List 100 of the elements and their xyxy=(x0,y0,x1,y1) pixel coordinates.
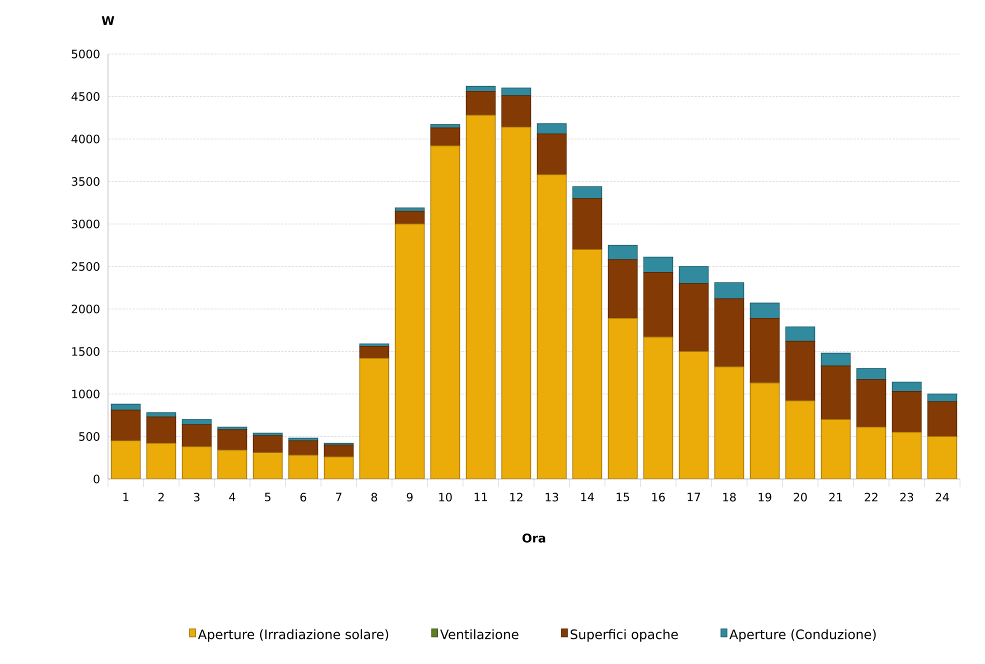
bar xyxy=(820,366,851,420)
x-tick-label: 17 xyxy=(688,492,700,502)
bar xyxy=(536,123,567,134)
bar xyxy=(217,429,248,450)
y-tick-label: 2500 xyxy=(72,262,100,271)
bar xyxy=(785,326,816,342)
x-tick-label: 6 xyxy=(300,492,306,502)
y-tick-label: 4500 xyxy=(72,92,100,101)
bar xyxy=(252,452,283,479)
bar xyxy=(217,450,248,479)
bar xyxy=(608,244,638,260)
y-tick-label: 0 xyxy=(94,474,100,484)
bar xyxy=(856,368,886,380)
x-tick-label: 12 xyxy=(510,492,522,502)
x-tick-label: 18 xyxy=(723,492,736,502)
x-tick-label: 24 xyxy=(936,492,949,502)
bar xyxy=(110,440,141,479)
y-tick-label: 3500 xyxy=(72,177,100,186)
x-tick-label: 15 xyxy=(616,492,630,502)
bar xyxy=(892,382,922,392)
bar xyxy=(324,456,354,479)
bar xyxy=(466,91,496,116)
x-tick-label: 1 xyxy=(123,492,128,502)
bar xyxy=(536,134,567,176)
legend-label: Superfici opache xyxy=(570,629,678,642)
bar xyxy=(572,249,602,479)
x-tick-label: 19 xyxy=(758,492,772,502)
y-tick-label: 5000 xyxy=(72,50,100,58)
bar xyxy=(714,282,744,300)
bar xyxy=(678,266,709,284)
y-axis-title: W xyxy=(102,16,114,25)
y-tick-label: 3000 xyxy=(72,220,100,228)
bar xyxy=(501,95,532,128)
bar xyxy=(856,426,886,479)
bar xyxy=(856,379,886,428)
bar xyxy=(252,435,283,454)
bar xyxy=(820,419,851,479)
y-tick-label: 2000 xyxy=(72,304,100,314)
y-tick-label: 1000 xyxy=(72,390,100,398)
legend-label: Ventilazione xyxy=(440,629,518,640)
bar xyxy=(820,352,851,366)
bar xyxy=(501,126,532,479)
x-tick-label: 4 xyxy=(229,492,236,502)
x-tick-label: 9 xyxy=(406,492,413,502)
bar xyxy=(927,436,958,479)
x-tick-label: 2 xyxy=(158,492,164,502)
bar xyxy=(146,442,176,479)
y-tick-label: 4000 xyxy=(72,134,100,144)
bar xyxy=(288,440,318,456)
bar xyxy=(678,283,709,352)
bar xyxy=(394,224,425,479)
x-tick-label: 10 xyxy=(439,492,452,502)
bar xyxy=(927,401,958,437)
bar xyxy=(572,198,602,250)
x-tick-label: 16 xyxy=(652,492,665,502)
x-axis-title: Ora xyxy=(522,534,546,543)
bar xyxy=(182,446,212,479)
bar xyxy=(643,336,674,479)
bar xyxy=(608,259,638,319)
x-tick-label: 3 xyxy=(194,492,200,502)
bar xyxy=(714,366,744,479)
bar xyxy=(288,454,318,479)
x-tick-label: 5 xyxy=(264,492,270,502)
bar xyxy=(146,416,176,444)
x-tick-label: 14 xyxy=(581,492,594,502)
bar xyxy=(785,340,816,402)
x-tick-label: 11 xyxy=(474,492,488,502)
bar xyxy=(714,298,744,368)
bar xyxy=(750,382,780,479)
bar xyxy=(678,351,709,479)
bar xyxy=(324,444,354,458)
legend-label: Aperture (Conduzione) xyxy=(729,629,876,642)
x-tick-label: 20 xyxy=(794,492,807,502)
bar xyxy=(643,256,674,273)
bar xyxy=(359,358,390,479)
bar xyxy=(572,186,602,199)
bar xyxy=(359,346,390,359)
x-tick-label: 8 xyxy=(371,492,378,502)
x-tick-label: 21 xyxy=(829,492,842,502)
bar xyxy=(430,145,460,479)
y-tick-label: 500 xyxy=(79,432,100,441)
bar xyxy=(892,432,922,479)
legend-label: Aperture (Irradiazione solare) xyxy=(198,629,388,642)
bar xyxy=(430,128,460,146)
bar xyxy=(892,391,922,433)
bar xyxy=(466,114,496,479)
x-tick-label: 23 xyxy=(900,492,914,502)
bar xyxy=(750,318,780,384)
y-tick-label: 1500 xyxy=(72,347,100,356)
bar xyxy=(110,410,141,442)
bar xyxy=(536,174,567,479)
x-tick-label: 7 xyxy=(336,492,342,502)
bar xyxy=(643,272,674,338)
bar xyxy=(182,424,212,448)
bar xyxy=(394,210,425,224)
bar xyxy=(750,302,780,319)
bar xyxy=(608,318,638,479)
x-tick-label: 13 xyxy=(546,492,558,502)
x-tick-label: 22 xyxy=(864,492,878,502)
bar xyxy=(785,400,816,479)
